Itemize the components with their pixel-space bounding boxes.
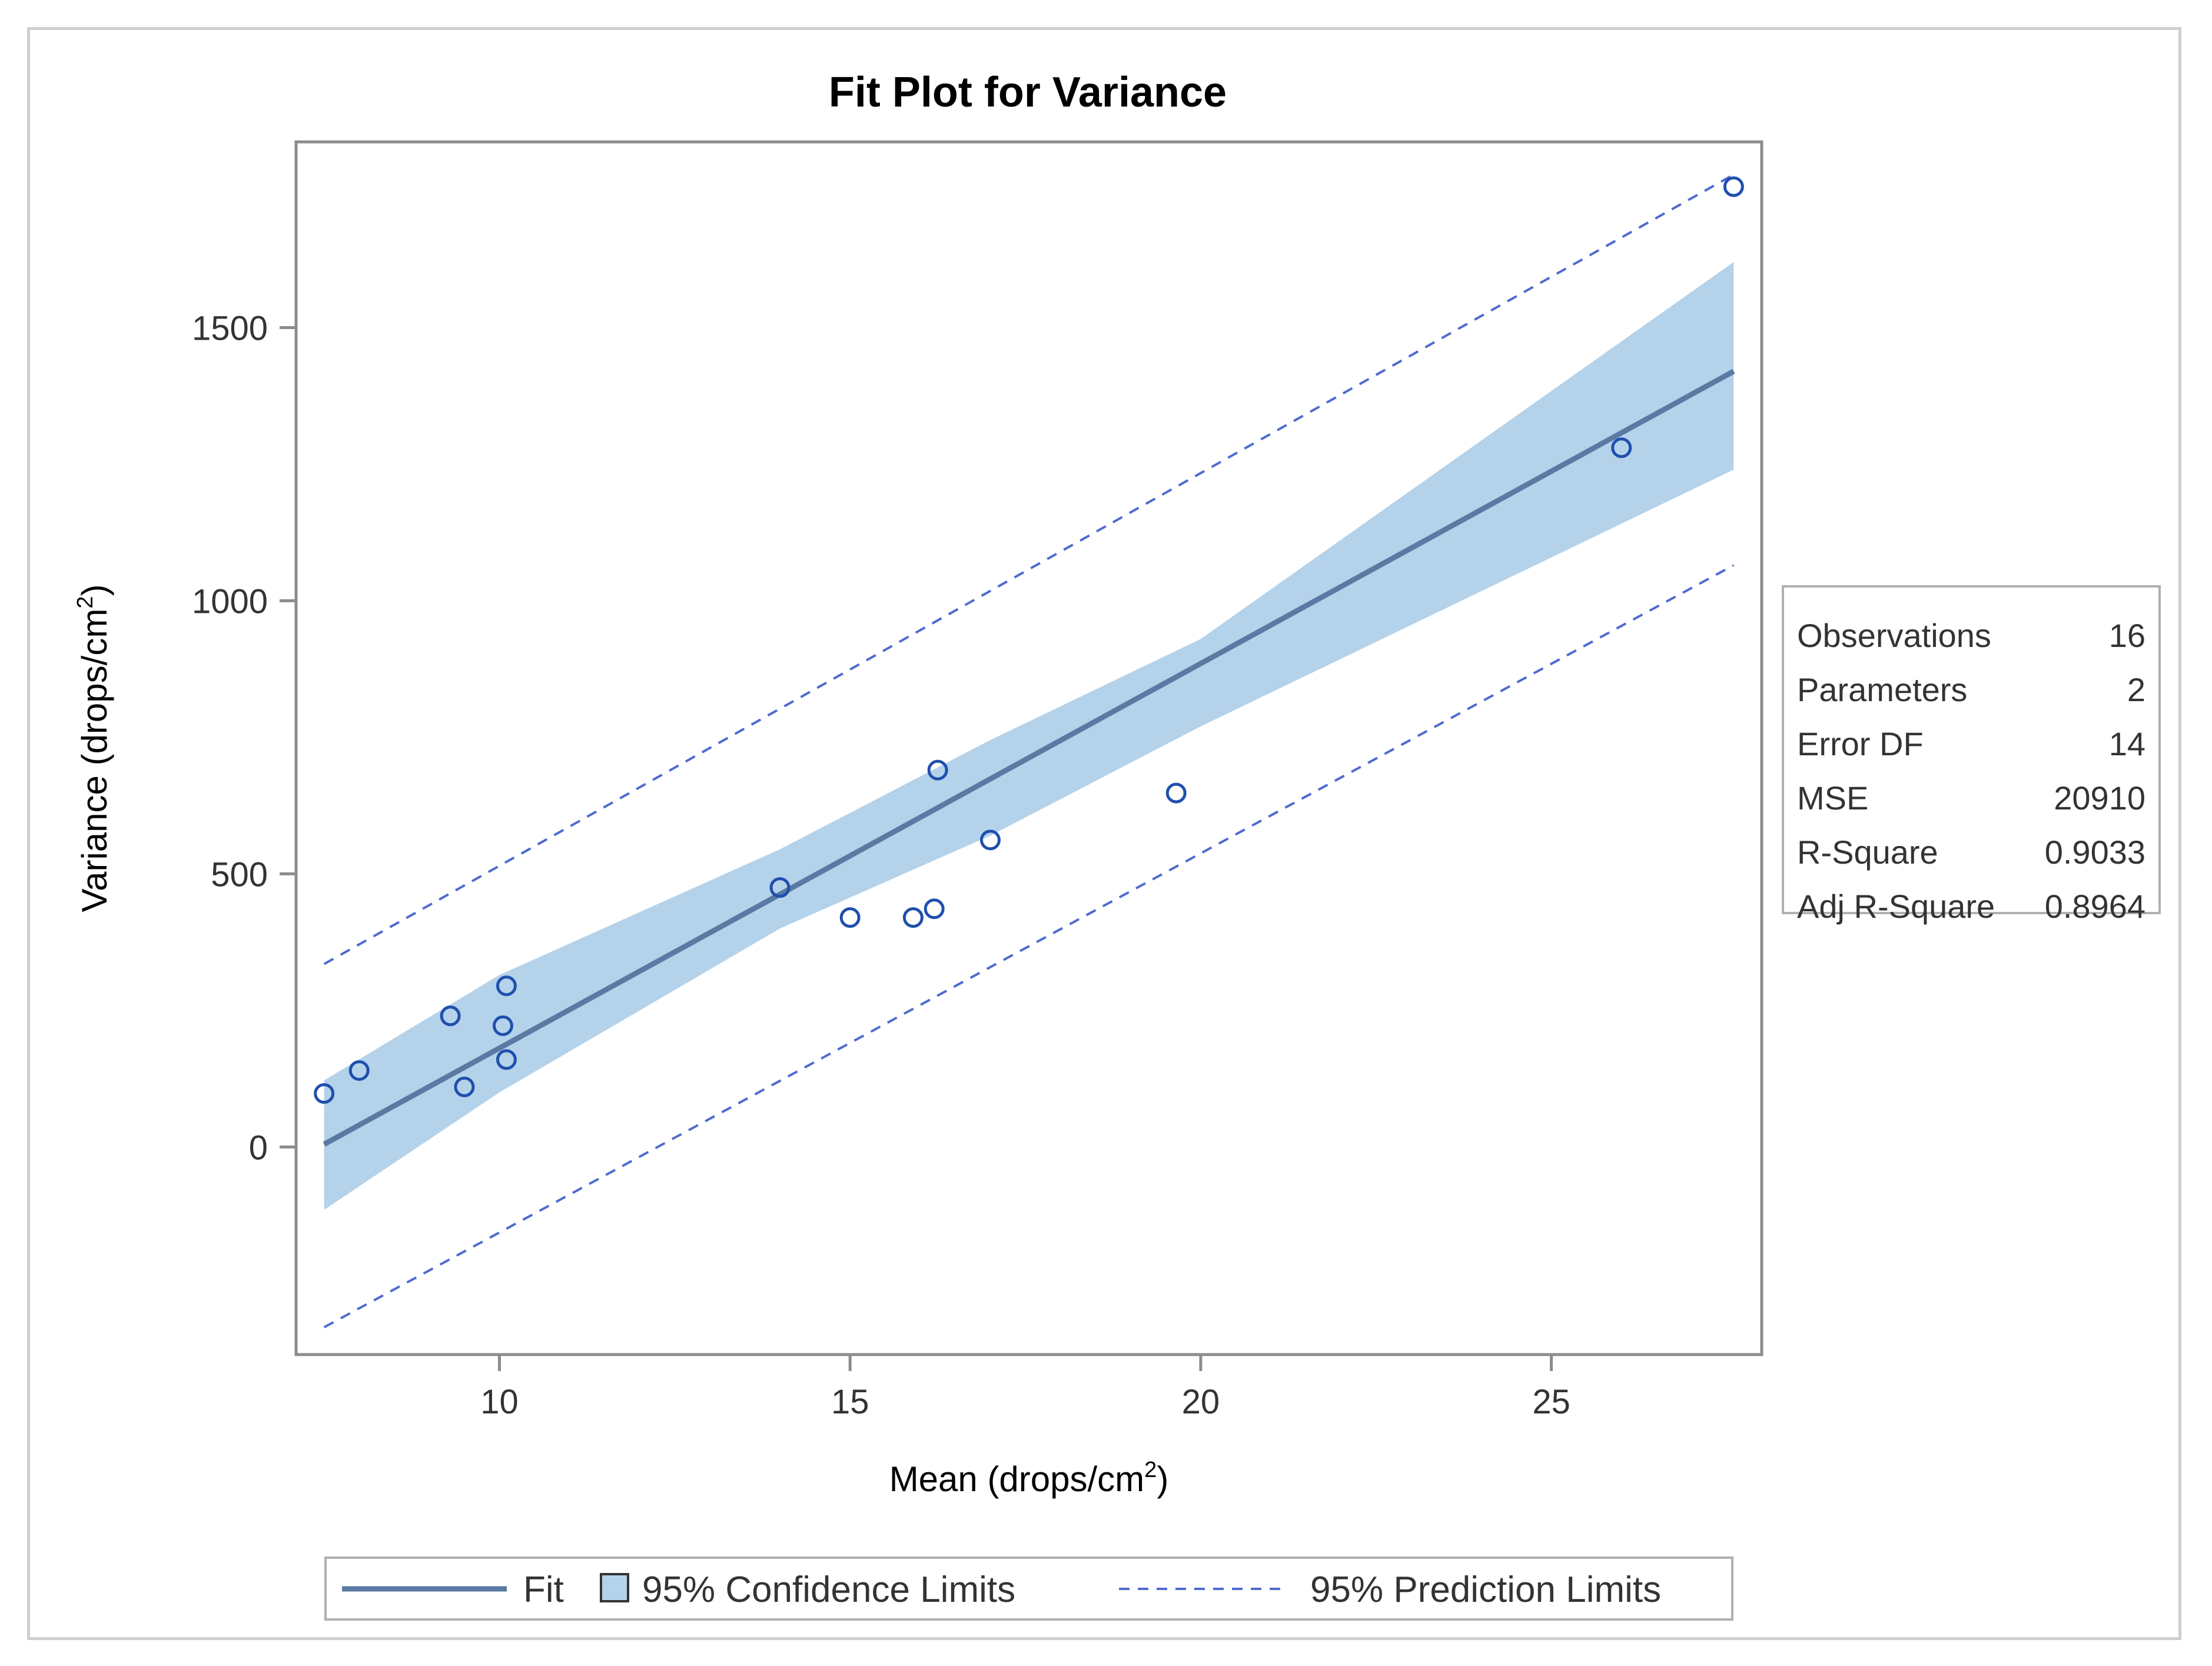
stats-label: Parameters (1797, 671, 1967, 708)
x-tick-label: 10 (480, 1383, 519, 1421)
prediction-limit-layer (323, 173, 1735, 1329)
chart-frame: Fit Plot for Variance 10 15 20 25 0 500 1000 1… (27, 27, 2181, 1640)
stats-value: 2 (2127, 671, 2145, 708)
data-point (492, 1015, 513, 1036)
data-point (496, 975, 517, 997)
prediction-limit-upper (323, 173, 1735, 965)
data-point (440, 1005, 461, 1027)
legend-border (324, 1557, 1733, 1621)
y-tick-label: 1000 (192, 582, 268, 620)
x-tick-label: 15 (831, 1383, 869, 1421)
data-point (979, 829, 1001, 851)
x-tick-label: 25 (1532, 1383, 1570, 1421)
stats-label: R-Square (1797, 834, 1938, 871)
stats-table-border (1782, 585, 2161, 914)
stats-label: MSE (1797, 779, 1868, 817)
data-point (454, 1076, 475, 1097)
observation-markers (314, 176, 1744, 1104)
data-point (927, 759, 948, 781)
fit-line (323, 369, 1735, 1147)
legend-fit-label: Fit (523, 1569, 564, 1610)
stats-label: Observations (1797, 617, 1991, 654)
plot-area-frame (294, 140, 1763, 1356)
data-point (1165, 782, 1187, 804)
confidence-band (324, 262, 1734, 1210)
legend-confidence-swatch (600, 1573, 629, 1602)
x-tick-label: 20 (1182, 1383, 1220, 1421)
y-tick-label: 0 (249, 1129, 268, 1167)
chart: Fit Plot for Variance 10 15 20 25 0 500 1000 1… (73, 69, 2161, 1621)
data-point (348, 1060, 370, 1081)
data-point (496, 1049, 517, 1070)
stats-value: 0.9033 (2045, 834, 2145, 871)
y-axis: 0 500 1000 1500 (192, 309, 296, 1167)
data-point (314, 1083, 335, 1104)
data-point (902, 907, 924, 928)
y-axis-title: Variance (drops/cm2) (73, 585, 114, 912)
stats-label: Adj R-Square (1797, 888, 1995, 925)
legend: Fit 95% Confidence Limits 95% Prediction… (324, 1557, 1733, 1621)
x-axis: 10 15 20 25 (480, 1355, 1570, 1421)
data-point (769, 877, 791, 898)
y-tick-label: 500 (211, 855, 268, 894)
stats-value: 20910 (2054, 779, 2145, 817)
fit-statistics-table: Observations 16 Parameters 2 Error DF 14 MSE 20… (1782, 585, 2161, 925)
confidence-band-layer (324, 262, 1734, 1210)
stats-value: 14 (2109, 725, 2145, 762)
data-point (1723, 176, 1744, 197)
legend-confidence-label: 95% Confidence Limits (642, 1569, 1015, 1610)
stats-value: 16 (2109, 617, 2145, 654)
x-axis-title: Mean (drops/cm2) (889, 1458, 1169, 1499)
stats-label: Error DF (1797, 725, 1924, 762)
prediction-limit-lower (323, 564, 1735, 1329)
legend-prediction-label: 95% Prediction Limits (1310, 1569, 1661, 1610)
data-point (839, 907, 861, 928)
chart-title: Fit Plot for Variance (829, 69, 1227, 116)
stats-value: 0.8964 (2045, 888, 2145, 925)
data-point (1611, 437, 1632, 459)
y-tick-label: 1500 (192, 309, 268, 347)
data-point (924, 898, 945, 920)
fit-line-layer (323, 369, 1735, 1147)
